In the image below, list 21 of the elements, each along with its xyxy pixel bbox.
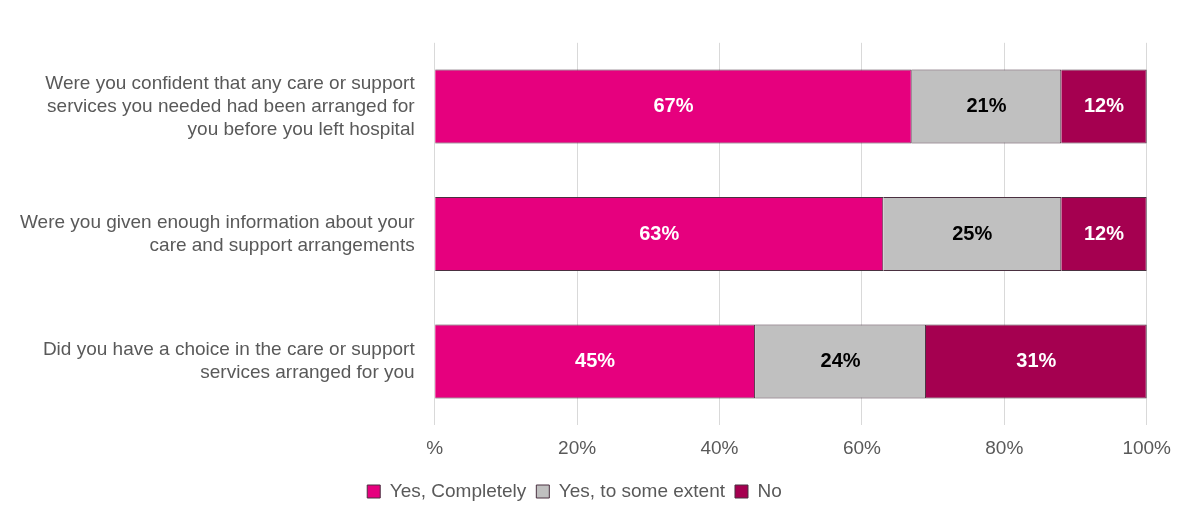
data-label: 67%: [653, 94, 694, 117]
x-tick-label: 60%: [842, 436, 882, 458]
legend-label: No: [757, 479, 782, 501]
data-label: 31%: [1016, 348, 1057, 371]
data-label: 12%: [1083, 94, 1125, 117]
data-label: 25%: [952, 221, 993, 244]
data-label: 45%: [575, 348, 616, 371]
y-tick-label: Did you have a choice in the care or support services arranged for you: [42, 338, 416, 383]
legend-label: Yes, to some extent: [558, 479, 726, 501]
data-label: 24%: [820, 348, 861, 371]
x-tick-label: %: [426, 436, 444, 458]
x-tick-label: 100%: [1122, 436, 1172, 458]
x-tick-label: 20%: [558, 436, 597, 458]
data-label: 12%: [1083, 221, 1125, 244]
y-tick-label: Were you given enough information about your care and support arrangements: [19, 210, 416, 255]
data-label: 63%: [639, 221, 680, 244]
x-tick-label: 40%: [700, 436, 739, 458]
y-tick-label: Were you confident that any care or support services you needed had been arranged for you before you left hospital: [45, 71, 416, 139]
legend-label: Yes, Completely: [389, 479, 527, 501]
x-tick-label: 80%: [985, 436, 1024, 458]
data-label: 21%: [966, 94, 1007, 117]
